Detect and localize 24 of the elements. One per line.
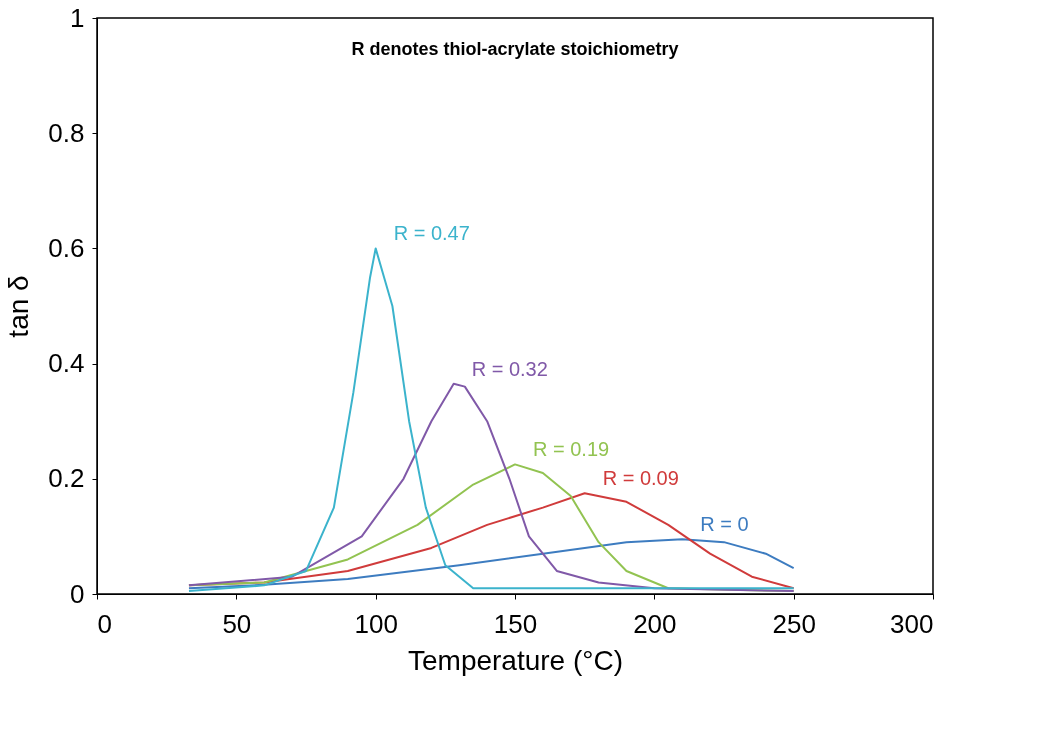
x-axis-title: Temperature (°C) [407,644,624,676]
x-tick-label: 0 [97,608,112,639]
y-tick-label: 0.4 [48,348,85,379]
y-tick-label: 0.8 [48,117,85,148]
line-series [187,382,795,593]
x-tick-label: 100 [354,608,398,639]
x-tick-label: 250 [772,608,816,639]
line-series [187,538,795,590]
series-label: R = 0.19 [533,438,610,461]
y-tick-label: 0.2 [48,463,85,494]
y-tick-label: 0.6 [48,232,85,263]
y-axis-title: tan δ [3,275,35,338]
x-tick-label: 50 [222,608,252,639]
y-tick-label: 1 [70,2,85,33]
series-label: R = 0.47 [393,222,470,245]
series-label: R = 0 [700,513,749,536]
text: R denotes thiol-acrylate stoichiometry [351,39,679,59]
y-tick-label: 0 [70,578,85,609]
x-tick-label: 150 [493,608,538,639]
series-label: R = 0.09 [602,467,679,490]
series-label: R = 0.32 [471,357,548,380]
line-series [187,247,795,593]
x-tick-label: 200 [633,608,677,639]
x-tick-label: 300 [890,608,934,639]
